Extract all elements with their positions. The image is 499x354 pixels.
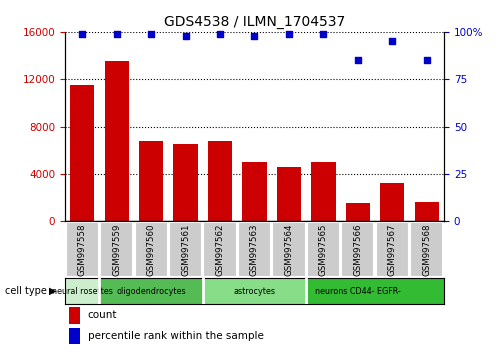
Bar [243, 162, 266, 221]
Point [113, 31, 121, 36]
FancyBboxPatch shape [65, 222, 99, 277]
Bar [70, 85, 94, 221]
Text: GSM997562: GSM997562 [216, 223, 225, 276]
Point [285, 31, 293, 36]
Point [388, 39, 396, 44]
Text: GSM997559: GSM997559 [112, 223, 121, 276]
Text: GSM997566: GSM997566 [353, 223, 362, 276]
FancyBboxPatch shape [272, 222, 305, 277]
Text: ▶: ▶ [48, 286, 56, 296]
Bar [99, 278, 237, 304]
Text: GSM997567: GSM997567 [388, 223, 397, 276]
Text: cell type: cell type [5, 286, 47, 296]
FancyBboxPatch shape [204, 222, 237, 277]
FancyBboxPatch shape [307, 222, 340, 277]
Text: oligodendrocytes: oligodendrocytes [116, 287, 186, 296]
Point [250, 33, 258, 39]
Bar [306, 278, 444, 304]
Title: GDS4538 / ILMN_1704537: GDS4538 / ILMN_1704537 [164, 16, 345, 29]
Point [319, 31, 327, 36]
Text: GSM997565: GSM997565 [319, 223, 328, 276]
Bar [104, 62, 129, 221]
Text: GSM997561: GSM997561 [181, 223, 190, 276]
FancyBboxPatch shape [238, 222, 271, 277]
Text: neural rosettes: neural rosettes [52, 287, 113, 296]
FancyBboxPatch shape [410, 222, 444, 277]
Text: percentile rank within the sample: percentile rank within the sample [88, 331, 263, 341]
Point [182, 33, 190, 39]
Text: count: count [88, 310, 117, 320]
Text: neurons CD44- EGFR-: neurons CD44- EGFR- [315, 287, 401, 296]
Point [423, 57, 431, 63]
Bar [69, 307, 80, 324]
Text: GSM997564: GSM997564 [284, 223, 293, 276]
FancyBboxPatch shape [376, 222, 409, 277]
Bar [415, 202, 439, 221]
Bar [311, 162, 335, 221]
Bar [208, 141, 232, 221]
Point [354, 57, 362, 63]
Bar [65, 278, 134, 304]
Bar [69, 328, 80, 344]
Text: astrocytes: astrocytes [234, 287, 275, 296]
FancyBboxPatch shape [100, 222, 133, 277]
Text: GSM997560: GSM997560 [147, 223, 156, 276]
Text: GSM997558: GSM997558 [78, 223, 87, 276]
Point [216, 31, 224, 36]
Bar [139, 141, 163, 221]
Bar [277, 167, 301, 221]
FancyBboxPatch shape [341, 222, 374, 277]
FancyBboxPatch shape [169, 222, 202, 277]
Text: GSM997563: GSM997563 [250, 223, 259, 276]
Point [147, 31, 155, 36]
FancyBboxPatch shape [135, 222, 168, 277]
Text: GSM997568: GSM997568 [422, 223, 431, 276]
Bar [380, 183, 405, 221]
Bar [203, 278, 341, 304]
Bar [346, 204, 370, 221]
Point [78, 31, 86, 36]
Bar [174, 144, 198, 221]
